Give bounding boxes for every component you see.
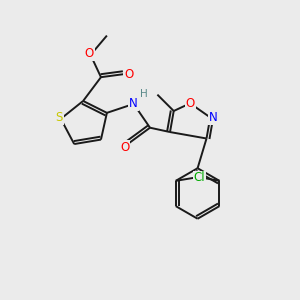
Text: N: N bbox=[129, 98, 138, 110]
Text: H: H bbox=[140, 88, 148, 98]
Text: N: N bbox=[209, 111, 218, 124]
Text: O: O bbox=[84, 47, 94, 60]
Text: S: S bbox=[56, 111, 63, 124]
Text: Cl: Cl bbox=[194, 171, 205, 184]
Text: O: O bbox=[124, 68, 133, 81]
Text: O: O bbox=[185, 97, 195, 110]
Text: O: O bbox=[120, 140, 129, 154]
Text: F: F bbox=[195, 171, 202, 184]
